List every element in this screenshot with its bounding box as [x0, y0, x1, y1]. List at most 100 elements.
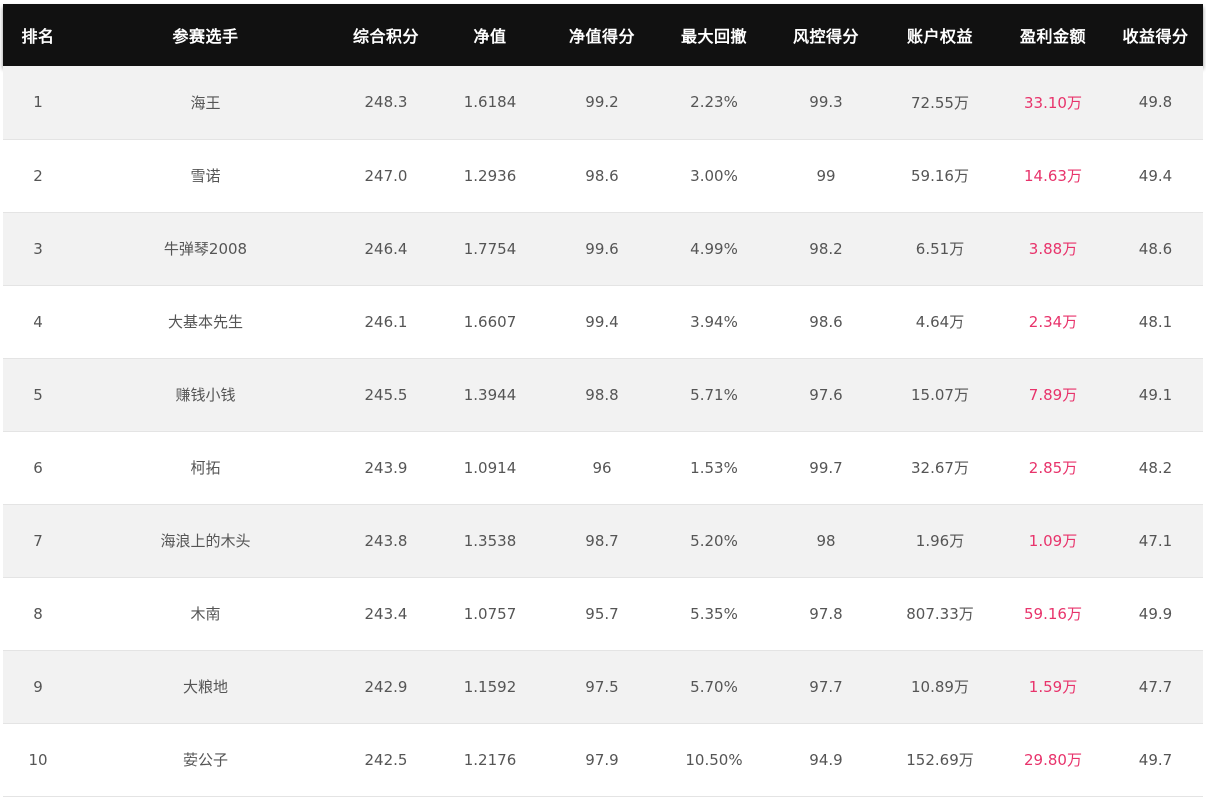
cell-profit: 33.10万 [1024, 93, 1082, 112]
table-row[interactable]: 8 木南 243.4 1.0757 95.7 5.35% 97.8 807.33… [3, 577, 1203, 650]
table-row[interactable]: 7 海浪上的木头 243.8 1.3538 98.7 5.20% 98 1.96… [3, 504, 1203, 577]
cell-max-drawdown: 5.70% [690, 677, 738, 696]
header-profit[interactable]: 盈利金额 [1019, 27, 1086, 46]
cell-nav: 1.3944 [463, 385, 517, 404]
cell-risk-score: 97.6 [809, 385, 843, 404]
cell-nav-score: 95.7 [585, 604, 619, 623]
cell-player[interactable]: 木南 [190, 605, 221, 623]
cell-nav: 1.3538 [463, 531, 517, 550]
cell-nav: 1.2936 [463, 166, 517, 185]
cell-player[interactable]: 大基本先生 [167, 313, 243, 331]
header-row: 排名 参赛选手 综合积分 净值 净值得分 最大回撤 风控得分 账户权益 盈利金额… [3, 4, 1203, 66]
table-row[interactable]: 5 赚钱小钱 245.5 1.3944 98.8 5.71% 97.6 15.0… [3, 358, 1203, 431]
cell-equity: 72.55万 [911, 93, 969, 112]
cell-return-score: 49.7 [1138, 750, 1173, 769]
cell-profit: 59.16万 [1024, 605, 1082, 623]
cell-nav: 1.1592 [463, 677, 517, 696]
cell-nav: 1.2176 [463, 750, 517, 769]
cell-max-drawdown: 5.71% [690, 385, 738, 404]
cell-max-drawdown: 10.50% [685, 750, 743, 769]
table-row[interactable]: 9 大粮地 242.9 1.1592 97.5 5.70% 97.7 10.89… [3, 650, 1203, 723]
cell-return-score: 47.1 [1138, 531, 1173, 550]
header-risk-score[interactable]: 风控得分 [792, 27, 859, 46]
cell-player[interactable]: 海浪上的木头 [160, 532, 251, 550]
cell-risk-score: 97.8 [809, 604, 843, 623]
cell-return-score: 49.8 [1138, 93, 1173, 112]
cell-return-score: 47.7 [1138, 677, 1173, 696]
cell-rank: 3 [33, 239, 43, 258]
header-return-score[interactable]: 收益得分 [1122, 27, 1189, 46]
cell-total-score: 248.3 [364, 93, 408, 112]
cell-player[interactable]: 海王 [190, 93, 221, 112]
header-equity[interactable]: 账户权益 [906, 27, 973, 46]
cell-total-score: 242.5 [364, 750, 408, 769]
cell-risk-score: 97.7 [809, 677, 843, 696]
cell-player[interactable]: 柯拓 [190, 459, 221, 477]
cell-player[interactable]: 大粮地 [182, 678, 228, 696]
cell-risk-score: 99.3 [809, 93, 843, 112]
cell-rank: 7 [33, 531, 43, 550]
cell-rank: 2 [33, 166, 43, 185]
leaderboard: 排名 参赛选手 综合积分 净值 净值得分 最大回撤 风控得分 账户权益 盈利金额… [3, 4, 1203, 797]
table-row[interactable]: 10 荌公子 242.5 1.2176 97.9 10.50% 94.9 152… [3, 723, 1203, 796]
cell-nav: 1.0757 [463, 604, 517, 623]
cell-risk-score: 98.6 [809, 312, 843, 331]
header-nav[interactable]: 净值 [473, 27, 507, 46]
table-row[interactable]: 4 大基本先生 246.1 1.6607 99.4 3.94% 98.6 4.6… [3, 285, 1203, 358]
cell-profit: 29.80万 [1024, 751, 1082, 769]
cell-total-score: 246.4 [364, 239, 408, 258]
cell-rank: 4 [33, 312, 43, 331]
cell-nav: 1.6607 [463, 312, 517, 331]
cell-nav-score: 99.4 [585, 312, 619, 331]
table-row[interactable]: 1 海王 248.3 1.6184 99.2 2.23% 99.3 72.55万… [3, 66, 1203, 139]
cell-total-score: 242.9 [364, 677, 408, 696]
cell-total-score: 247.0 [364, 166, 408, 185]
cell-max-drawdown: 2.23% [690, 93, 738, 112]
header-player[interactable]: 参赛选手 [172, 27, 239, 46]
cell-rank: 8 [33, 604, 43, 623]
cell-rank: 5 [33, 385, 43, 404]
cell-profit: 1.09万 [1028, 532, 1078, 550]
cell-nav-score: 98.7 [585, 531, 619, 550]
cell-risk-score: 98 [816, 531, 836, 550]
cell-nav: 1.6184 [463, 93, 517, 112]
cell-nav-score: 96 [592, 458, 612, 477]
cell-nav-score: 98.6 [585, 166, 619, 185]
cell-player[interactable]: 雪诺 [190, 167, 221, 185]
cell-player[interactable]: 牛弹琴2008 [163, 240, 248, 258]
cell-max-drawdown: 5.20% [690, 531, 738, 550]
header-nav-score[interactable]: 净值得分 [568, 27, 635, 46]
cell-return-score: 49.1 [1138, 385, 1173, 404]
table-row[interactable]: 6 柯拓 243.9 1.0914 96 1.53% 99.7 32.67万 2… [3, 431, 1203, 504]
cell-profit: 3.88万 [1028, 240, 1078, 258]
cell-return-score: 48.6 [1138, 239, 1173, 258]
cell-nav-score: 98.8 [585, 385, 619, 404]
cell-max-drawdown: 5.35% [690, 604, 738, 623]
cell-profit: 7.89万 [1028, 386, 1078, 404]
cell-max-drawdown: 1.53% [690, 458, 738, 477]
table-row[interactable]: 2 雪诺 247.0 1.2936 98.6 3.00% 99 59.16万 1… [3, 139, 1203, 212]
header-total-score[interactable]: 综合积分 [352, 27, 419, 46]
cell-equity: 4.64万 [915, 313, 965, 331]
table-row[interactable]: 3 牛弹琴2008 246.4 1.7754 99.6 4.99% 98.2 6… [3, 212, 1203, 285]
header-rank[interactable]: 排名 [21, 27, 55, 46]
cell-equity: 15.07万 [911, 386, 969, 404]
cell-profit: 2.34万 [1028, 313, 1078, 331]
cell-nav: 1.7754 [463, 239, 517, 258]
cell-return-score: 48.1 [1138, 312, 1173, 331]
cell-max-drawdown: 3.94% [690, 312, 738, 331]
cell-total-score: 243.8 [364, 531, 408, 550]
cell-max-drawdown: 3.00% [690, 166, 738, 185]
cell-equity: 6.51万 [915, 240, 965, 258]
cell-risk-score: 99.7 [809, 458, 843, 477]
cell-nav-score: 97.5 [585, 677, 619, 696]
cell-total-score: 246.1 [364, 312, 408, 331]
cell-return-score: 49.4 [1138, 166, 1173, 185]
cell-nav-score: 97.9 [585, 750, 619, 769]
cell-equity: 59.16万 [911, 167, 969, 185]
cell-player[interactable]: 赚钱小钱 [175, 386, 236, 404]
cell-player[interactable]: 荌公子 [182, 751, 228, 769]
cell-nav-score: 99.6 [585, 239, 619, 258]
header-max-drawdown[interactable]: 最大回撤 [680, 27, 747, 46]
cell-profit: 14.63万 [1024, 167, 1082, 185]
